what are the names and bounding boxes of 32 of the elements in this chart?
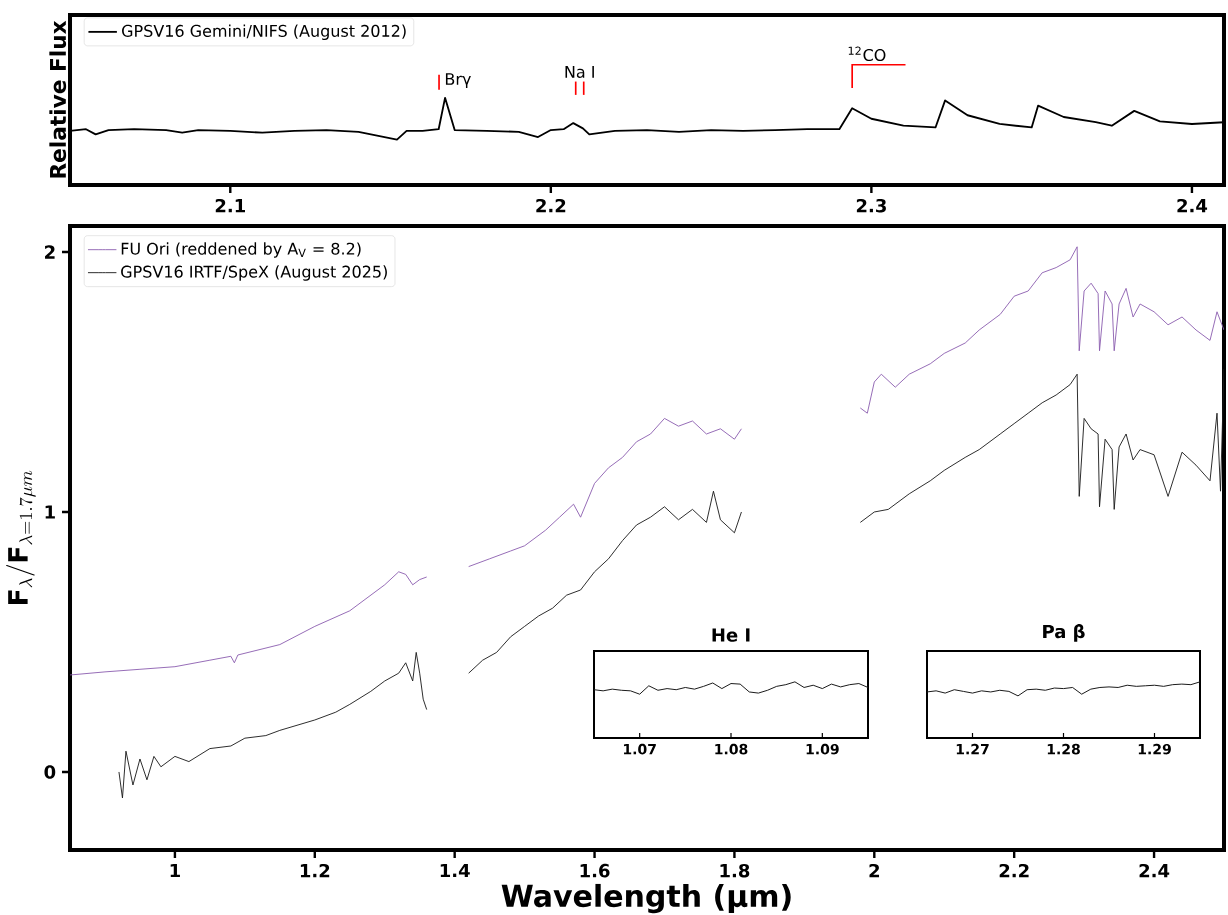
chart-title: He I	[712, 628, 750, 642]
x-tick-label: 1.6	[580, 863, 610, 878]
x-tick-label: 1.2	[300, 863, 330, 878]
x-tick-label: 1.28	[1047, 743, 1080, 755]
y-tick-label: 0	[44, 765, 56, 779]
x-tick-label: 1.27	[956, 743, 989, 755]
legend-label: GPSV16 IRTF/SpeX (August 2025)	[121, 265, 387, 281]
x-tick-label: 2.4	[1139, 863, 1170, 878]
y-tick-label: 2	[45, 245, 55, 259]
x-tick-label: 1.08	[715, 743, 748, 755]
x-tick-label: 1	[170, 863, 180, 877]
y-axis-title: Relative Flux	[49, 20, 67, 178]
x-tick-label: 2.1	[215, 198, 245, 213]
legend-label: GPSV16 Gemini/NIFS (August 2012)	[122, 24, 406, 41]
x-tick-label: 2.2	[999, 863, 1029, 878]
text: $^{12}$CO	[848, 46, 886, 62]
x-tick-label: 1.8	[720, 863, 750, 878]
text: Na I	[565, 66, 594, 78]
x-tick-label: 1.07	[623, 743, 656, 755]
x-axis-title: Wavelength (μm)	[501, 883, 791, 914]
text: Brγ	[445, 73, 471, 89]
x-tick-label: 1.09	[806, 743, 839, 755]
y-tick-label: 1	[45, 505, 55, 519]
x-tick-label: 2.2	[536, 198, 566, 213]
x-tick-label: 2.3	[856, 198, 886, 213]
chart-title: Pa β	[1043, 624, 1085, 642]
x-tick-label: 1.4	[440, 863, 470, 877]
x-tick-label: 1.29	[1138, 743, 1171, 755]
x-tick-label: 2	[869, 863, 880, 878]
y-axis-title: $\mathbf{F}_{\lambda}/\mathbf{F}_{\lambda = 1.7\mu m}$	[6, 470, 36, 605]
legend-label: FU Ori (reddened by A$_{V}$ = 8.2)	[121, 242, 361, 258]
x-tick-label: 2.4	[1177, 198, 1208, 213]
